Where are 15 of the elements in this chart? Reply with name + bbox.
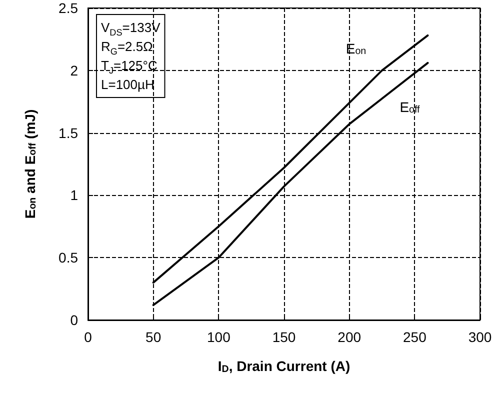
annotation: L=100µH	[101, 77, 154, 92]
y-tick-label: 0	[70, 312, 78, 328]
x-tick-label: 250	[402, 329, 427, 345]
x-tick-label: 150	[272, 329, 296, 345]
x-tick-label: 50	[146, 329, 162, 345]
y-tick-label: 2.5	[58, 0, 78, 16]
x-tick-label: 200	[338, 329, 362, 345]
x-tick-label: 0	[84, 329, 92, 345]
y-tick-label: 2	[70, 62, 78, 78]
y-axis-title: Eon and Eoff (mJ)	[22, 109, 38, 219]
y-tick-label: 1	[70, 187, 78, 204]
y-tick-label: 1.5	[58, 124, 78, 141]
y-tick-label: 0.5	[58, 250, 78, 266]
x-tick-label: 300	[468, 329, 492, 345]
x-tick-label: 100	[206, 329, 231, 345]
